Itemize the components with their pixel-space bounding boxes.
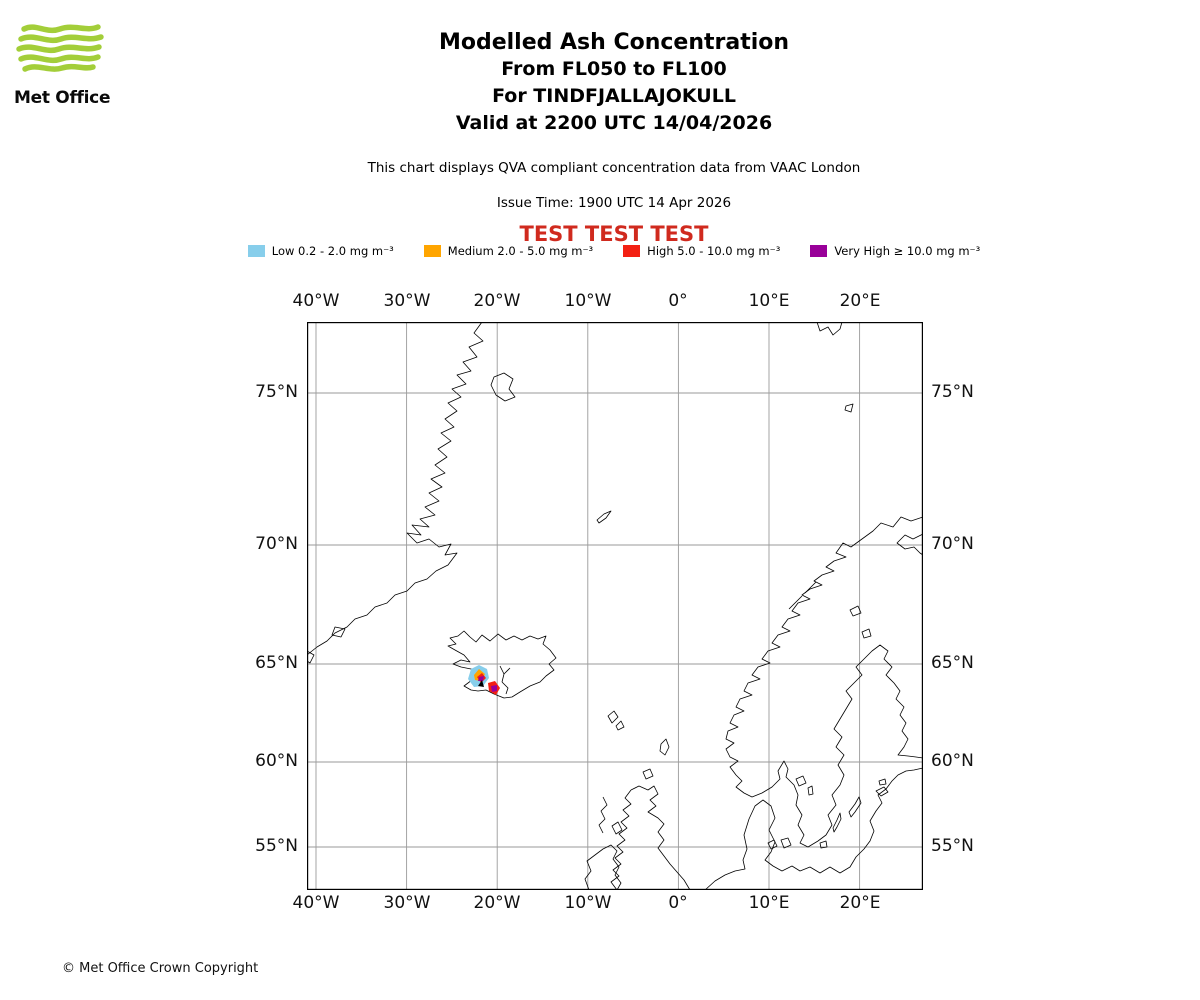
lon-axis-label-bottom: 20°E — [839, 893, 881, 913]
greenland-island — [307, 650, 315, 664]
issue-time: Issue Time: 1900 UTC 14 Apr 2026 — [496, 195, 732, 211]
svalbard-coastline — [816, 322, 843, 336]
coastlines — [307, 322, 923, 890]
legend-label-high: High 5.0 - 10.0 mg m⁻³ — [647, 244, 781, 258]
varanger-coastline — [896, 533, 923, 556]
lake — [849, 605, 862, 617]
jan-mayen-island — [596, 510, 612, 524]
britain-east-coastline — [630, 785, 691, 890]
legend-swatch-low-icon — [247, 245, 265, 257]
legend-label-medium: Medium 2.0 - 5.0 mg m⁻³ — [447, 244, 594, 258]
ash-cloud — [468, 665, 500, 695]
greenland-island — [331, 626, 346, 638]
gotland-island — [848, 796, 862, 818]
legend: Low 0.2 - 2.0 mg m⁻³ Medium 2.0 - 5.0 mg… — [28, 244, 1200, 258]
chart-subtitle-flight-levels: From FL050 to FL100 — [501, 58, 727, 80]
logo-waves-icon — [16, 24, 104, 72]
map — [307, 322, 923, 890]
lake — [807, 785, 814, 796]
chart-header: Modelled Ash Concentration From FL050 to… — [28, 30, 1200, 246]
lat-axis-label-left: 75°N — [255, 382, 298, 402]
scandinavia-coastline — [725, 516, 923, 848]
denmark-baltic-coastline — [704, 767, 923, 890]
lon-axis-label-bottom: 10°E — [748, 893, 790, 913]
greenland-island — [490, 372, 516, 402]
chart-title: Modelled Ash Concentration — [438, 30, 790, 55]
copyright-text: © Met Office Crown Copyright — [62, 961, 259, 976]
met-office-logo: Met Office — [14, 22, 124, 108]
volcano-marker — [478, 680, 484, 687]
danish-island — [780, 837, 792, 849]
lat-axis-label-right: 65°N — [931, 653, 974, 673]
ash-very-high-polygon — [478, 676, 484, 681]
iceland-river-detail — [499, 665, 511, 695]
lake — [861, 628, 872, 639]
lon-axis-label-top: 10°W — [564, 291, 612, 311]
lat-axis-label-left: 55°N — [255, 836, 298, 856]
saaremaa-island — [875, 786, 889, 797]
legend-label-low: Low 0.2 - 2.0 mg m⁻³ — [271, 244, 394, 258]
skye-island — [611, 821, 623, 835]
legend-swatch-very-high-icon — [810, 245, 828, 257]
chart-subtitle-valid-time: Valid at 2200 UTC 14/04/2026 — [455, 112, 773, 134]
lon-axis-label-top: 30°W — [383, 291, 431, 311]
lat-axis-label-right: 70°N — [931, 534, 974, 554]
shetland-islands — [659, 738, 670, 756]
ash-very-high-polygon — [491, 685, 497, 692]
lon-axis-label-top: 20°W — [473, 291, 521, 311]
lat-axis-label-right: 75°N — [931, 382, 974, 402]
oland-island — [832, 812, 842, 833]
lake — [795, 775, 807, 787]
britain-west-coastline — [610, 789, 632, 890]
chart-subtitle-volcano: For TINDFJALLAJOKULL — [492, 85, 736, 107]
lofoten-islands — [788, 581, 817, 610]
lon-axis-label-top: 0° — [668, 291, 688, 311]
greenland-coastline — [307, 322, 484, 656]
ireland-coastline — [584, 844, 622, 890]
lon-axis-label-top: 20°E — [839, 291, 881, 311]
lon-axis-label-bottom: 40°W — [292, 893, 340, 913]
bornholm-island — [819, 840, 828, 849]
iceland-coastline — [447, 630, 557, 699]
lon-axis-label-top: 40°W — [292, 291, 340, 311]
legend-item-very-high: Very High ≥ 10.0 mg m⁻³ — [810, 244, 980, 258]
test-banner: TEST TEST TEST — [519, 222, 709, 246]
legend-item-low: Low 0.2 - 2.0 mg m⁻³ — [247, 244, 394, 258]
hebrides-islands — [598, 796, 608, 834]
bear-island — [844, 403, 854, 413]
lon-axis-label-top: 10°E — [748, 291, 790, 311]
legend-swatch-medium-icon — [423, 245, 441, 257]
lat-axis-label-right: 60°N — [931, 751, 974, 771]
danish-island — [767, 839, 778, 850]
lat-axis-label-right: 55°N — [931, 836, 974, 856]
lat-axis-label-left: 65°N — [255, 653, 298, 673]
legend-item-medium: Medium 2.0 - 5.0 mg m⁻³ — [423, 244, 594, 258]
lat-axis-label-left: 70°N — [255, 534, 298, 554]
lon-axis-label-bottom: 30°W — [383, 893, 431, 913]
lon-axis-label-bottom: 10°W — [564, 893, 612, 913]
legend-label-very-high: Very High ≥ 10.0 mg m⁻³ — [834, 244, 981, 258]
lon-axis-label-bottom: 0° — [668, 893, 688, 913]
graticule-grid — [307, 322, 923, 890]
legend-swatch-high-icon — [623, 245, 641, 257]
qva-note: This chart displays QVA compliant concen… — [367, 160, 861, 176]
lat-axis-label-left: 60°N — [255, 751, 298, 771]
faroe-islands — [607, 710, 625, 731]
logo-text: Met Office — [14, 88, 111, 108]
map-border — [307, 322, 923, 890]
legend-item-high: High 5.0 - 10.0 mg m⁻³ — [623, 244, 780, 258]
hiiumaa-island — [878, 778, 887, 786]
lon-axis-label-bottom: 20°W — [473, 893, 521, 913]
orkney-islands — [642, 768, 654, 780]
